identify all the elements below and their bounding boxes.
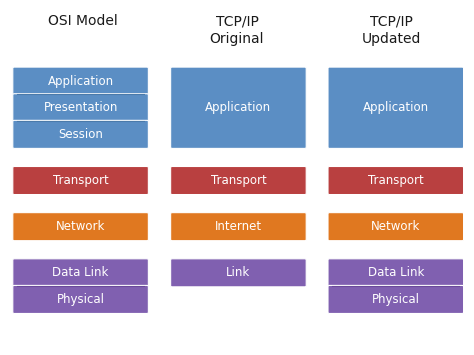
Text: Physical: Physical [56,293,105,306]
FancyBboxPatch shape [328,67,464,148]
Text: Application: Application [47,75,114,88]
FancyBboxPatch shape [13,213,148,241]
FancyBboxPatch shape [328,285,464,313]
Text: Application: Application [205,101,272,114]
Text: Link: Link [226,266,251,279]
Text: TCP/IP
Original: TCP/IP Original [210,14,264,45]
Text: Network: Network [371,220,420,233]
Text: Session: Session [58,128,103,141]
FancyBboxPatch shape [13,67,148,95]
Text: Presentation: Presentation [44,101,118,114]
FancyBboxPatch shape [13,166,148,195]
FancyBboxPatch shape [171,67,306,148]
FancyBboxPatch shape [13,259,148,287]
FancyBboxPatch shape [171,259,306,287]
Text: Transport: Transport [210,174,266,187]
Text: Data Link: Data Link [368,266,424,279]
Text: Internet: Internet [215,220,262,233]
Text: Data Link: Data Link [53,266,109,279]
FancyBboxPatch shape [13,285,148,313]
FancyBboxPatch shape [171,166,306,195]
FancyBboxPatch shape [13,120,148,148]
Text: Application: Application [363,101,429,114]
Text: TCP/IP
Updated: TCP/IP Updated [361,14,421,45]
Text: Network: Network [56,220,105,233]
Text: OSI Model: OSI Model [48,14,118,28]
FancyBboxPatch shape [328,213,464,241]
FancyBboxPatch shape [13,94,148,122]
FancyBboxPatch shape [171,213,306,241]
FancyBboxPatch shape [328,259,464,287]
Text: Physical: Physical [372,293,420,306]
Text: Transport: Transport [53,174,109,187]
FancyBboxPatch shape [328,166,464,195]
Text: Transport: Transport [368,174,424,187]
